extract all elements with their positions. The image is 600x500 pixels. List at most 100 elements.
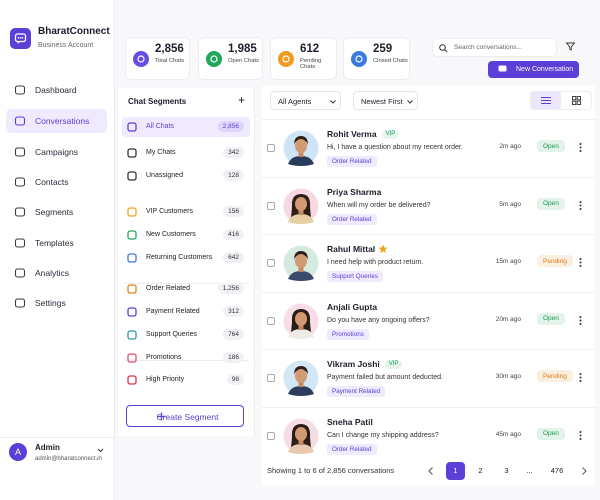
checkbox[interactable] bbox=[267, 201, 275, 210]
segment-item[interactable]: Returning Customers 642 bbox=[122, 248, 250, 268]
nav-label: Analytics bbox=[35, 268, 70, 278]
add-segment[interactable]: + bbox=[238, 93, 246, 107]
conversation-row[interactable]: Vikram Joshi VIP Payment failed but amount… bbox=[262, 349, 595, 407]
nav-label: Conversations bbox=[35, 116, 90, 126]
nav-icon bbox=[14, 207, 26, 217]
timestamp: 15m ago bbox=[495, 258, 521, 265]
conversation-row[interactable]: Priya Sharma When will my order be delive… bbox=[262, 176, 595, 235]
status-badge: Pending bbox=[537, 370, 573, 382]
stat-card card: 259 Closed Chats bbox=[343, 37, 410, 80]
name-line: Rahul Mittal bbox=[327, 244, 375, 254]
segment-count: 642 bbox=[223, 251, 244, 263]
new-conversation-button[interactable]: New Conversation bbox=[488, 61, 579, 78]
chat-icon bbox=[498, 65, 507, 72]
conversation-row[interactable]: Rahul Mittal I need help with product ret… bbox=[262, 234, 595, 292]
stat-card card: 2,856 Total Chats bbox=[125, 37, 190, 80]
nav-item[interactable]: Dashboard bbox=[6, 78, 107, 102]
segment-count: 98 bbox=[226, 373, 244, 385]
create-segment-button[interactable]: Create Segment bbox=[126, 405, 244, 427]
nav-item[interactable]: Campaigns bbox=[6, 140, 107, 164]
nav-item[interactable]: Templates bbox=[6, 231, 107, 255]
timestamp: 5m ago bbox=[499, 200, 521, 208]
segment-item[interactable]: Support Queries 764 bbox=[122, 325, 250, 345]
filter-label: Newest First bbox=[361, 97, 403, 106]
stat-card card: 1,985 Open Chats bbox=[198, 37, 263, 80]
checkbox[interactable] bbox=[267, 144, 275, 152]
checkbox[interactable] bbox=[267, 316, 275, 325]
user-avatar: A bbox=[9, 443, 27, 461]
page-button[interactable]: ... bbox=[526, 466, 533, 475]
timestamp: 20m ago bbox=[495, 315, 521, 323]
more-menu[interactable] bbox=[579, 143, 582, 153]
prev-page bbox=[428, 467, 433, 475]
button-label: Create Segment bbox=[127, 411, 243, 423]
page-button[interactable]: 476 bbox=[550, 466, 564, 475]
segment-item[interactable]: All Chats 2,856 bbox=[122, 117, 250, 137]
conversation-row[interactable]: Rohit Verma VIP Hi, I have a question abou… bbox=[262, 119, 595, 177]
filter-dropdown[interactable]: All Agents bbox=[270, 91, 341, 110]
checkbox[interactable] bbox=[267, 259, 275, 267]
nav-item[interactable]: Segments bbox=[6, 200, 107, 224]
more-menu[interactable] bbox=[579, 430, 582, 441]
page-button[interactable]: 3 bbox=[504, 466, 509, 475]
stat-card card: 612 Pending Chats bbox=[270, 37, 337, 80]
contact-name: Sneha Patil bbox=[327, 416, 373, 427]
plus bbox=[157, 412, 166, 421]
checkbox[interactable] bbox=[267, 374, 275, 382]
nav-item[interactable]: Contacts bbox=[6, 170, 107, 194]
conversation-row[interactable]: Sneha Patil Can I change my shipping addr… bbox=[262, 406, 595, 465]
checkbox[interactable] bbox=[267, 431, 275, 440]
page-button[interactable]: 2 bbox=[478, 466, 483, 475]
segment-count: 186 bbox=[223, 351, 244, 363]
chevron bbox=[407, 100, 413, 104]
chevron bbox=[97, 448, 104, 453]
segment-item[interactable]: My Chats 342 bbox=[122, 143, 250, 163]
segment-item[interactable]: High Priority 98 bbox=[122, 370, 250, 390]
segment-item[interactable]: Unassigned 128 bbox=[122, 166, 250, 186]
stat-icon bbox=[206, 51, 222, 67]
status-badge: Open bbox=[537, 140, 565, 152]
divider bbox=[124, 283, 249, 284]
segment-item[interactable]: Promotions 186 bbox=[122, 348, 250, 368]
more-menu[interactable] bbox=[579, 200, 582, 211]
more-menu[interactable] bbox=[579, 315, 582, 326]
nav-icon bbox=[14, 116, 26, 126]
segment-item[interactable]: VIP Customers 156 bbox=[122, 202, 250, 222]
nav-item[interactable]: Analytics bbox=[6, 261, 107, 285]
segment-count: 416 bbox=[223, 228, 244, 240]
segment-icon bbox=[127, 284, 137, 294]
segment-item[interactable]: Order Related 1,256 bbox=[122, 279, 250, 299]
message-preview: Hi, I have a question about my recent or… bbox=[327, 144, 463, 151]
contact-name: Rohit Verma bbox=[327, 129, 377, 139]
search-box[interactable]: Search conversations... bbox=[432, 38, 557, 57]
timestamp: 2m ago bbox=[499, 143, 521, 150]
more-menu[interactable] bbox=[579, 373, 582, 383]
divider bbox=[124, 360, 249, 361]
segments-title: Chat Segments bbox=[128, 97, 187, 106]
segment-icon bbox=[127, 171, 137, 181]
vip-badge: VIP bbox=[384, 359, 403, 369]
sidebar: BharatConnect Business Account Dashboard Co… bbox=[0, 0, 115, 500]
segment-icon bbox=[127, 330, 137, 340]
more-menu[interactable] bbox=[579, 258, 582, 268]
message-preview: Can I change my shipping address? bbox=[327, 431, 439, 439]
nav-item[interactable]: Settings bbox=[6, 291, 107, 315]
status-badge: Open bbox=[537, 197, 565, 210]
segment-item[interactable]: New Customers 416 bbox=[122, 225, 250, 245]
segment-count: 2,856 bbox=[217, 120, 244, 132]
stat-label: Closed Chats bbox=[373, 58, 408, 64]
search-icon bbox=[439, 44, 448, 53]
conversation-row[interactable]: Anjali Gupta Do you have any ongoing offe… bbox=[262, 291, 595, 350]
avatar bbox=[283, 245, 319, 281]
nav-item[interactable]: Conversations bbox=[6, 109, 107, 133]
page-button[interactable]: 1 bbox=[446, 462, 465, 480]
stat-icon bbox=[351, 51, 367, 67]
filter-label: All Agents bbox=[278, 97, 312, 106]
filter-dropdown[interactable]: Newest First bbox=[353, 91, 418, 110]
segment-name: Promotions bbox=[146, 353, 182, 361]
star-icon bbox=[378, 244, 388, 253]
segment-item[interactable]: Payment Related 312 bbox=[122, 302, 250, 322]
nav-icon bbox=[14, 147, 26, 157]
status-badge: Open bbox=[537, 312, 565, 325]
vip-badge: VIP bbox=[381, 129, 400, 139]
